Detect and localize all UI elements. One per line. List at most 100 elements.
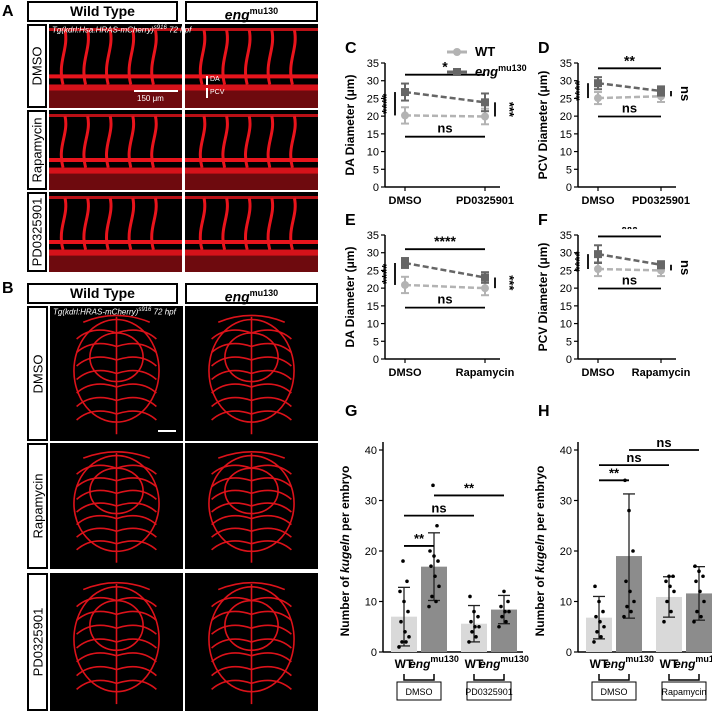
panel-letter-d: D [538,40,550,57]
significance-label-bottom: ns [622,272,637,287]
x-tick-label: DMSO [582,195,615,207]
significance-label-left: **** [572,251,587,272]
intersegmental-vessel [198,115,207,169]
legend-wt-label: WT [475,44,495,59]
significance-label-left: **** [572,80,587,101]
data-point [473,624,477,629]
significance-label-top: **** [434,233,456,249]
wt-point [401,111,409,120]
significance-label-top: *** [621,227,638,236]
y-tick-label: 5 [373,336,379,348]
x-tick-label: PD0325901 [456,195,514,207]
dorsal-longitudinal-vessel [49,114,182,117]
cranial-vessel [211,396,252,408]
panel-b-scale-bar [158,430,176,432]
cranial-vessel [76,638,117,649]
micrograph-head-wt-pd0325901 [50,573,183,711]
y-tick-label: 35 [560,230,572,242]
intersegmental-vessel [244,29,252,85]
significance-label-bottom: ns [437,292,452,307]
intersegmental-vessel [82,197,90,251]
data-point [428,549,432,553]
cranial-vessel [76,464,117,475]
intersegmental-vessel [221,29,229,85]
data-point [504,619,508,624]
dorsal-longitudinal-vessel [49,196,182,199]
cranial-vessel [82,314,151,323]
group-label-box [466,681,512,701]
intersegmental-vessel [221,197,229,251]
y-tick-label: 20 [560,283,572,295]
dorsal-longitudinal-vessel [185,28,318,31]
data-point [476,614,480,619]
chart-e-da-diameter-rapamycin: 0 5 10 15 20 25 30 35 DMSO Rapamycin DA Diameter (… [343,230,517,379]
data-point [594,614,598,619]
x-tick-label: Rapamycin [632,367,691,379]
eng-point [594,79,602,88]
micrograph-head-eng-dmso [185,306,318,441]
posterior-cardinal-vein [185,249,318,256]
data-point [500,614,504,619]
cranial-vessel [251,464,292,475]
pcv-marker-label: PCV [210,89,225,96]
data-point [436,559,440,563]
cranial-vessel [211,477,252,488]
legend-wt-marker [453,48,461,56]
cranial-vessel [116,383,157,394]
cranial-vessel [76,502,117,513]
y-axis-label: Number of kugeln per embryo [338,466,352,637]
significance-label-right: ns [678,86,693,101]
panel-a-scale-label: 150 μm [137,94,164,103]
cranial-vessel [251,679,292,691]
y-tick-label: 10 [560,319,572,331]
data-point [624,579,628,584]
group-bracket [598,674,630,681]
data-point [435,523,439,528]
posterior-cardinal-vein [185,84,318,91]
micrograph-head-eng-rapamycin [185,443,318,569]
y-tick-label: 5 [373,164,379,176]
cranial-vessel [211,610,252,622]
dorsal-longitudinal-vessel [49,28,182,31]
cranial-vessel [211,356,252,367]
bar-label: engmu130 [409,654,459,671]
y-tick-label: 35 [367,230,379,242]
significance-label-top: * [442,59,448,75]
cranial-vessel-network [208,581,295,705]
significance-label-left: **** [379,263,394,284]
posterior-cardinal-vein [49,249,182,256]
micrograph-trunk-eng-dmso [185,24,318,108]
cranial-vessel [76,383,117,394]
cranial-vessel [82,451,151,459]
group-label: Rapamycin [661,687,706,697]
legend-eng-marker [453,68,461,76]
cranial-vessel [116,342,157,354]
intersegmental-vessel [105,115,113,169]
y-tick-label: 30 [367,248,379,260]
data-point [499,604,503,609]
data-point [401,559,405,563]
cranial-vessel [76,489,117,501]
y-tick-label: 30 [367,76,379,88]
cranial-vessel [76,356,117,367]
cranial-vessel [82,581,151,591]
cranial-vessel [251,540,292,551]
y-tick-label: 15 [367,129,379,141]
intersegmental-vessel [266,197,275,251]
wt-point [401,280,409,289]
y-tick-label: 30 [560,248,572,260]
cranial-vessel [211,514,252,526]
data-point [622,614,626,619]
intersegmental-vessel [82,29,90,85]
cranial-vessel [211,596,252,608]
x-tick-label: Rapamycin [456,367,515,379]
y-tick-label: 0 [566,647,572,659]
data-point [592,640,596,644]
bar-label: engmu130 [479,654,529,671]
y-tick-label: 0 [566,182,572,194]
cranial-vessel [217,451,286,459]
cranial-vessel [251,596,292,608]
cranial-vessel [251,477,292,488]
intersegmental-vessel [127,197,136,251]
intersegmental-vessel [198,197,207,251]
